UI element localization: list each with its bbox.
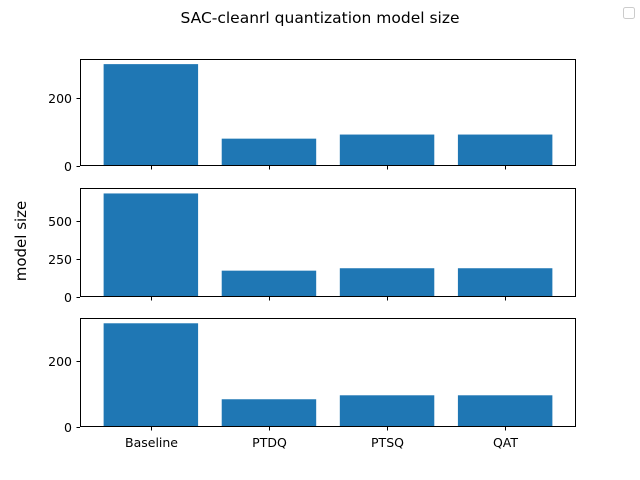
subplot-3: 0 200 Baseline PTDQ PTSQ QAT (48, 318, 576, 450)
bar-ptsq (339, 268, 435, 297)
bar-qat (457, 268, 553, 297)
bar-baseline (103, 323, 199, 427)
bar-ptdq (221, 399, 317, 427)
y-tick-label: 250 (48, 252, 72, 267)
y-tick-label: 0 (64, 159, 72, 174)
bar-qat (457, 395, 553, 427)
axes-frame (80, 59, 576, 166)
bar-baseline (103, 64, 199, 166)
y-axis-label: model size (12, 201, 30, 282)
y-tick-label: 500 (48, 214, 72, 229)
bar-qat (457, 134, 553, 166)
x-tick-label-ptdq: PTDQ (252, 435, 287, 450)
subplot-1: 0 200 (48, 59, 576, 174)
y-tick-label: 0 (64, 290, 72, 305)
axes-frame (80, 318, 576, 427)
bar-ptdq (221, 138, 317, 166)
x-tick-label-ptsq: PTSQ (371, 435, 404, 450)
bar-ptdq (221, 270, 317, 297)
y-tick-label: 200 (48, 354, 72, 369)
legend (623, 7, 635, 19)
legend-frame (623, 7, 635, 19)
y-tick-label: 200 (48, 91, 72, 106)
subplot-2: 0 250 500 (48, 188, 576, 305)
bar-baseline (103, 193, 199, 297)
chart-title: SAC-cleanrl quantization model size (180, 9, 459, 27)
bar-ptsq (339, 134, 435, 166)
axes-frame (80, 188, 576, 297)
y-tick-label: 0 (64, 420, 72, 435)
bar-ptsq (339, 395, 435, 427)
x-tick-label-qat: QAT (493, 435, 518, 450)
x-tick-label-baseline: Baseline (125, 435, 178, 450)
